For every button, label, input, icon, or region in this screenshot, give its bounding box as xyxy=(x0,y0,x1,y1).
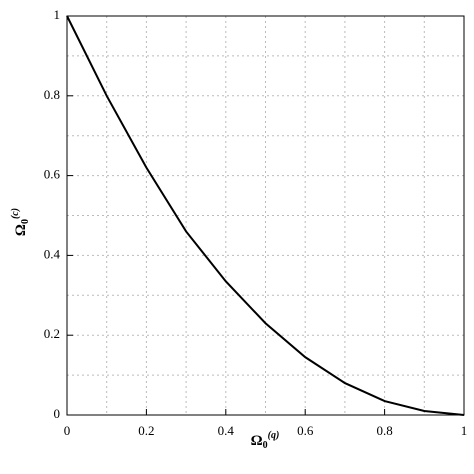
x-tick-label: 0.4 xyxy=(218,423,235,438)
x-symbol: Ω xyxy=(251,433,263,449)
y-symbol: Ω xyxy=(13,224,29,236)
x-tick-label: 0 xyxy=(64,423,71,438)
x-axis-label: Ω0(q) xyxy=(251,430,280,451)
x-superscript: (q) xyxy=(268,430,280,441)
y-tick-label: 0.2 xyxy=(44,326,60,341)
y-axis-label: Ω0(c) xyxy=(10,208,31,236)
data-line xyxy=(66,15,465,416)
x-tick-label: 0.8 xyxy=(376,423,392,438)
x-tick-label: 0.2 xyxy=(138,423,154,438)
y-tick-label: 0.6 xyxy=(44,167,61,182)
y-superscript: (c) xyxy=(10,208,21,219)
y-tick-label: 0 xyxy=(54,406,61,421)
x-tick-label: 0.6 xyxy=(297,423,314,438)
y-tick-label: 0.8 xyxy=(44,87,60,102)
y-subscript: 0 xyxy=(20,219,31,224)
plot-frame xyxy=(66,15,465,416)
x-tick-label: 1 xyxy=(461,423,468,438)
y-tick-label: 1 xyxy=(54,7,61,22)
y-tick-label: 0.4 xyxy=(44,246,61,261)
x-subscript: 0 xyxy=(263,440,268,451)
